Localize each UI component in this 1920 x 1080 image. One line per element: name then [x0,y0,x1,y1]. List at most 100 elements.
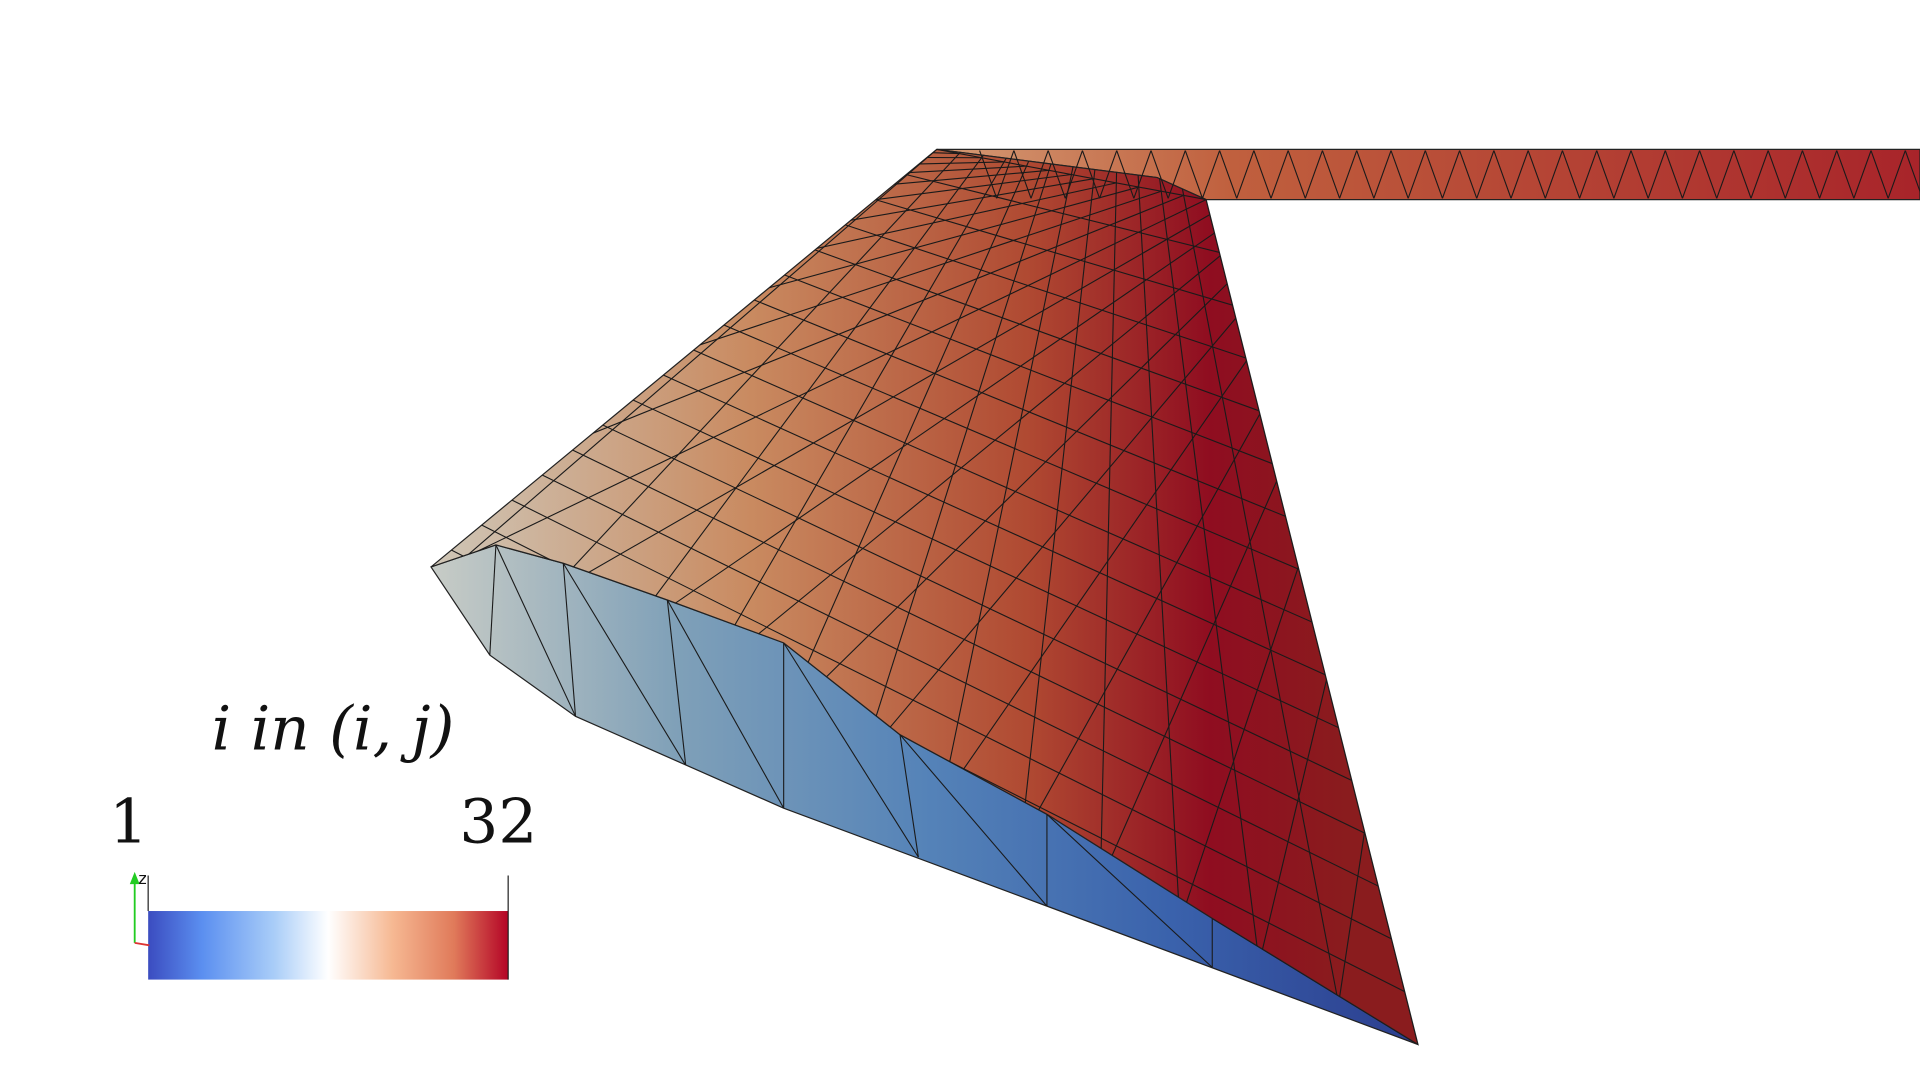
mesh-line [1699,150,1718,199]
mesh-line [1819,150,1838,199]
mesh-line [1476,150,1495,199]
mesh-line [1544,150,1563,199]
mesh-line [1887,150,1906,199]
mesh-line [1373,150,1392,199]
mesh-line [1356,150,1375,199]
mesh-line [1338,245,1418,1004]
mesh-line [1836,150,1855,199]
mesh-line [623,207,1252,639]
mesh-line [1219,150,1238,199]
mesh-line [431,150,982,159]
mesh-line [1417,249,1418,1045]
mesh-line [666,599,687,766]
mesh-line [733,291,1313,528]
mesh-line [1630,150,1649,199]
colorbar-min-label: 1 [109,786,148,857]
mesh-line [1853,150,1872,199]
orientation-axes: z [129,869,150,947]
mesh-line [1321,150,1341,199]
mesh-line [480,484,1418,962]
mesh-line [899,734,919,858]
mesh-line [859,194,1251,311]
mesh-line [1116,150,1135,199]
mesh-line [1664,150,1683,199]
mesh-line [543,435,1405,853]
mesh-line [1767,150,1786,199]
mesh-line [1510,150,1529,199]
mesh-line [1201,150,1221,199]
mesh-line [1339,150,1358,199]
mesh-line [765,266,1297,474]
mesh-line [828,218,1266,366]
colorbar-max-label: 32 [459,786,537,857]
mesh-line [1150,150,1169,199]
mesh-line [1013,150,1032,199]
mesh-line [1270,150,1289,199]
mesh-line [996,150,1015,199]
mesh-line [1801,150,1821,199]
mesh-line [1304,150,1323,199]
mesh-line [1287,150,1306,199]
mesh-strip [979,150,1920,199]
mesh-line [1870,150,1889,199]
mesh-line [1424,150,1443,199]
mesh-line [1441,150,1461,199]
mesh-line [666,599,785,809]
mesh-line [1527,150,1546,199]
mesh-line [1579,150,1598,199]
mesh-line [1390,150,1409,199]
mesh-line [1099,150,1118,199]
mesh-line [431,149,937,150]
mesh-line [1561,150,1581,199]
mesh-line [1236,150,1255,199]
mesh-line [1030,150,1049,199]
mesh-line [544,203,1229,599]
mesh-line [1253,150,1272,199]
mesh-line [979,150,998,199]
mesh-line [1133,150,1152,199]
mesh-line [638,363,1359,691]
mesh-line [1733,150,1752,199]
mesh-line [0,0,892,141]
mesh-line [607,387,1374,745]
mesh-line [1647,150,1666,199]
mesh-line [1596,150,1615,199]
mesh-line [0,0,847,133]
colorbar [148,911,509,980]
mesh-line [1459,150,1478,199]
colorbar-title: i in (i, j) [212,693,455,764]
mesh-line [431,149,960,155]
mesh-line [512,459,1418,907]
mesh-line [1493,150,1512,199]
mesh-line [489,544,497,656]
mesh-line [1407,150,1426,199]
mesh-line [1750,150,1769,199]
mesh-bottom [489,544,1418,1045]
svg-text:z: z [138,869,146,888]
mesh-line [796,242,1282,420]
mesh-line [1064,150,1083,199]
mesh-line [782,215,1297,720]
mesh-line [575,411,1389,799]
mesh-line [783,642,919,858]
mesh-line [495,544,577,717]
mesh-line [891,170,1236,257]
mesh-line [0,29,914,145]
mesh-line [701,315,1328,582]
mesh-line [1046,813,1213,968]
mesh-line [1681,150,1701,199]
mesh-line [431,161,1005,193]
mesh-line [1167,150,1186,199]
mesh-line [562,562,687,766]
mesh-line [562,563,577,717]
mesh-line [465,199,1207,558]
mesh-line [1047,150,1066,199]
mesh-line [1081,150,1101,199]
mesh-line [899,734,1048,907]
mesh-line [1784,150,1803,199]
mesh-line [703,211,1274,680]
mesh-line [1613,150,1632,199]
mesh-line [0,0,869,137]
